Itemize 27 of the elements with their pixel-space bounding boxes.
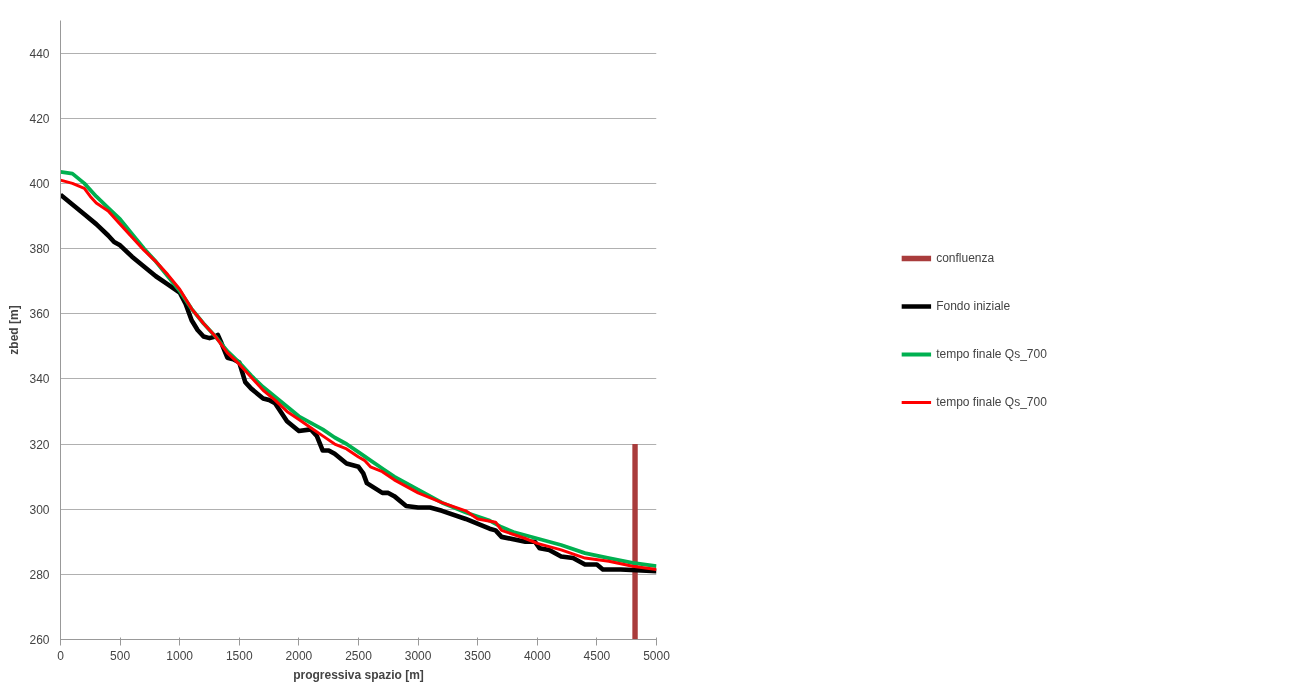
x-tick-label: 4500 [583,648,611,663]
x-tick-label: 2500 [345,648,373,663]
x-tick-label: 0 [57,648,65,663]
y-tick-label: 340 [29,372,50,387]
x-tick-label: 1000 [166,648,194,663]
legend-label: tempo finale Qs_700 [936,346,1047,361]
x-tick-label: 3500 [464,648,492,663]
x-tick-label: 5000 [643,648,671,663]
y-tick-label: 440 [29,46,50,61]
legend-label: Fondo iniziale [936,298,1011,313]
y-tick-label: 420 [29,111,50,126]
y-tick-label: 260 [29,633,50,647]
x-tick-label: 2000 [285,648,313,663]
x-axis-title: progressiva spazio [m] [293,667,424,682]
y-tick-label: 400 [29,176,50,191]
y-tick-label: 320 [29,437,50,452]
legend-label: tempo finale Qs_700 [936,394,1047,409]
y-tick-label: 300 [29,502,50,517]
y-tick-label: 360 [29,307,50,322]
x-tick-label: 4000 [523,648,551,663]
x-tick-label: 500 [110,648,131,663]
legend-label: confluenza [936,250,995,265]
y-tick-label: 280 [29,567,50,582]
y-axis-title: zbed [m] [7,305,22,355]
y-tick-label: 380 [29,242,50,257]
x-tick-label: 3000 [404,648,432,663]
x-tick-label: 1500 [225,648,253,663]
